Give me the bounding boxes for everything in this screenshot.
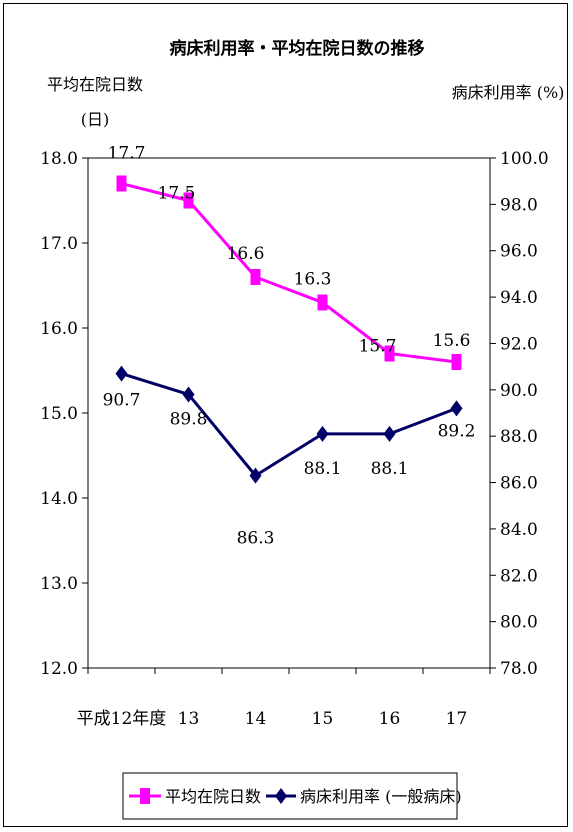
right-tick-label: 94.0 — [500, 288, 538, 308]
left-tick-label: 12.0 — [40, 659, 78, 679]
legend-marker-diamond — [275, 788, 287, 804]
data-label: 88.1 — [304, 459, 342, 479]
data-label: 17.7 — [108, 144, 146, 164]
right-tick-label: 80.0 — [500, 613, 538, 633]
legend-entry-1: 平均在院日数 — [165, 787, 261, 806]
data-label: 90.7 — [103, 391, 141, 411]
data-point-square — [183, 192, 194, 209]
series-line — [121, 372, 458, 478]
legend: 平均在院日数 病床利用率 (一般病床) — [122, 772, 462, 820]
data-point-square — [451, 354, 462, 370]
x-tick-label: 15 — [312, 709, 334, 729]
x-tick-label: 14 — [245, 709, 267, 729]
data-label: 15.6 — [433, 331, 471, 351]
series-1: 17.7 17.5 16.6 16.3 15.7 15.6 — [108, 144, 471, 370]
data-label: 88.1 — [371, 459, 409, 479]
data-point-diamond — [182, 386, 195, 403]
x-tick-label: 17 — [446, 709, 468, 729]
data-label: 86.3 — [237, 529, 275, 549]
chart-title: 病床利用率・平均在院日数の推移 — [170, 38, 425, 59]
x-tick-label: 平成12年度 — [77, 709, 167, 729]
right-tick-label: 78.0 — [500, 659, 538, 679]
right-tick-label: 88.0 — [500, 427, 538, 447]
left-axis-label: 平均在院日数 — [47, 75, 143, 94]
legend-entry-2: 病床利用率 (一般病床) — [300, 787, 462, 806]
data-point-diamond — [383, 425, 396, 442]
left-tick-label: 18.0 — [40, 149, 78, 169]
left-tick-label: 17.0 — [40, 234, 78, 254]
left-tick-label: 16.0 — [40, 319, 78, 339]
data-point-diamond — [450, 400, 463, 417]
data-point-square — [250, 269, 261, 285]
left-tick-label: 15.0 — [40, 404, 78, 424]
data-label: 89.8 — [170, 409, 208, 429]
data-label: 16.3 — [294, 270, 332, 290]
data-point-diamond — [249, 467, 262, 484]
data-point-square — [317, 294, 328, 311]
left-axis-unit: (日) — [81, 110, 110, 129]
right-tick-label: 98.0 — [500, 195, 538, 215]
chart-frame — [3, 3, 568, 827]
data-label: 16.6 — [227, 244, 265, 264]
x-axis-ticks: 平成12年度 13 14 15 16 17 — [77, 668, 491, 729]
left-tick-label: 13.0 — [40, 574, 78, 594]
right-axis-ticks: 78.0 80.0 82.0 84.0 86.0 88.0 90.0 92.0 94.0 96.0… — [490, 149, 549, 679]
series-line — [121, 182, 457, 364]
data-label: 17.5 — [158, 184, 196, 204]
right-tick-label: 92.0 — [500, 334, 538, 354]
legend-marker-square — [140, 788, 150, 804]
right-tick-label: 86.0 — [500, 474, 538, 494]
right-tick-label: 84.0 — [500, 520, 538, 540]
x-tick-label: 13 — [178, 709, 200, 729]
axes — [87, 157, 491, 669]
data-label: 89.2 — [438, 421, 476, 441]
right-tick-label: 82.0 — [500, 566, 538, 586]
right-axis-label: 病床利用率 (%) — [452, 83, 565, 102]
data-point-square — [116, 175, 127, 192]
series-2: 90.7 89.8 86.3 88.1 88.1 89.2 — [103, 365, 476, 549]
right-tick-label: 90.0 — [500, 381, 538, 401]
right-tick-label: 96.0 — [500, 242, 538, 262]
left-axis-ticks: 12.0 13.0 14.0 15.0 16.0 17.0 18.0 — [40, 149, 88, 679]
right-tick-label: 100.0 — [500, 149, 549, 169]
series-layer: 17.7 17.5 16.6 16.3 15.7 15.6 90.7 89.8 86.3 88.1… — [103, 144, 476, 549]
data-label: 15.7 — [359, 337, 397, 357]
data-point-square — [384, 345, 395, 362]
data-point-diamond — [316, 425, 329, 442]
left-tick-label: 14.0 — [40, 489, 78, 509]
data-point-diamond — [115, 365, 128, 382]
x-tick-label: 16 — [379, 709, 401, 729]
